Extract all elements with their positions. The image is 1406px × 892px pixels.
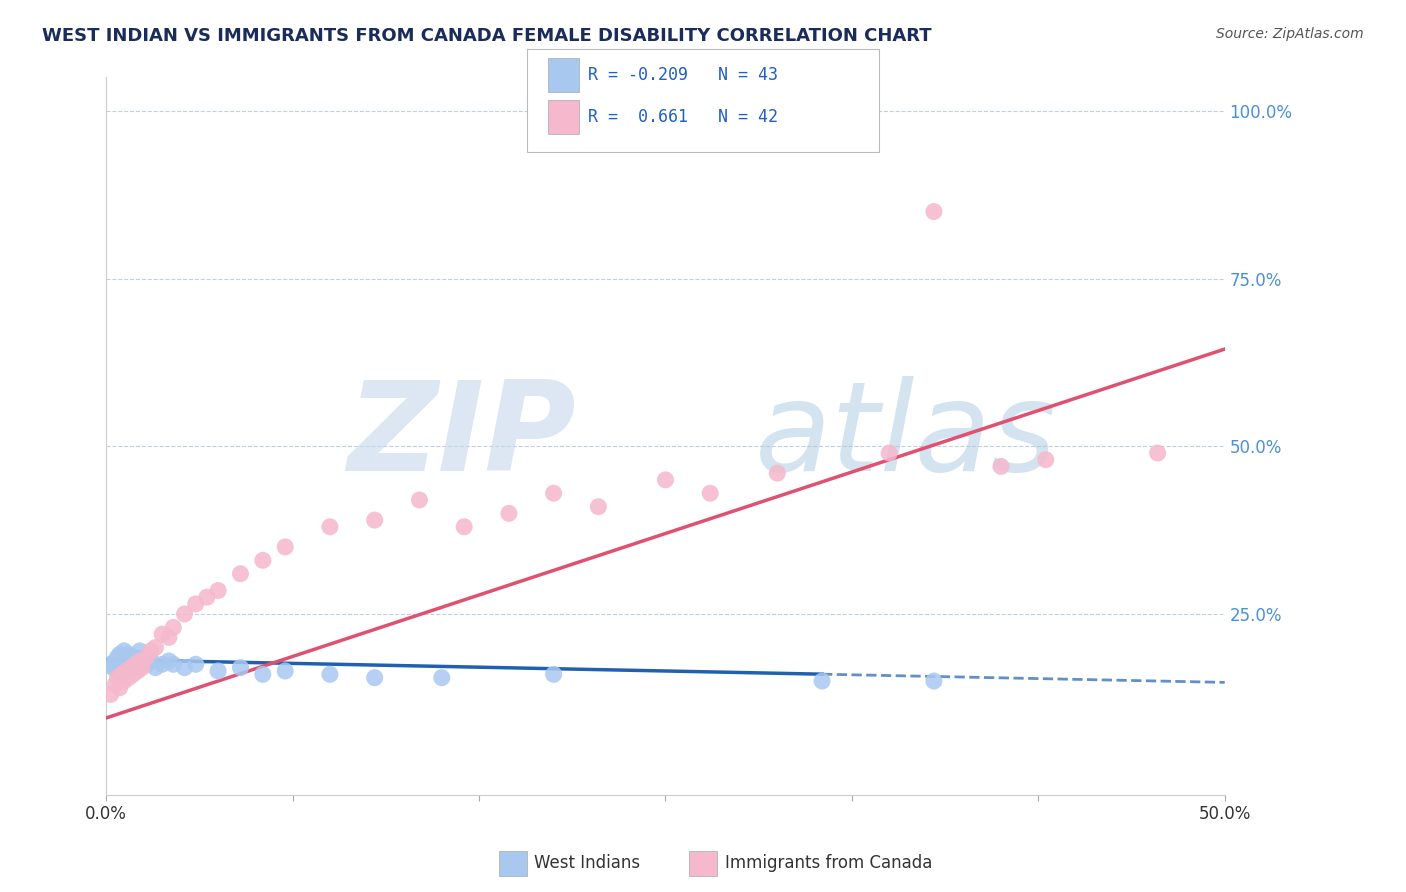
Point — [162, 620, 184, 634]
Point — [112, 660, 135, 674]
Point — [195, 591, 218, 605]
Text: Source: ZipAtlas.com: Source: ZipAtlas.com — [1216, 27, 1364, 41]
Point — [157, 654, 180, 668]
Point — [430, 671, 453, 685]
Point — [184, 597, 207, 611]
Point — [104, 654, 127, 668]
Point — [229, 660, 252, 674]
Point — [128, 657, 150, 672]
Point — [654, 473, 676, 487]
Point — [122, 667, 145, 681]
Point — [184, 657, 207, 672]
Point — [498, 507, 520, 521]
Point — [107, 650, 129, 665]
Point — [150, 627, 173, 641]
Point — [145, 640, 167, 655]
Point — [131, 660, 153, 674]
Point — [122, 657, 145, 672]
Point — [543, 486, 565, 500]
Text: ZIP: ZIP — [347, 376, 576, 497]
Point — [1035, 452, 1057, 467]
Point — [111, 650, 134, 665]
Text: WEST INDIAN VS IMMIGRANTS FROM CANADA FEMALE DISABILITY CORRELATION CHART: WEST INDIAN VS IMMIGRANTS FROM CANADA FE… — [42, 27, 932, 45]
Point — [139, 654, 162, 668]
Point — [173, 607, 195, 621]
Point — [229, 566, 252, 581]
Point — [115, 654, 138, 668]
Point — [877, 446, 900, 460]
Point — [111, 667, 134, 681]
Point — [127, 664, 149, 678]
Point — [111, 667, 134, 681]
Point — [112, 674, 135, 689]
Point — [108, 647, 131, 661]
Point — [363, 671, 385, 685]
Point — [150, 657, 173, 672]
Text: atlas: atlas — [755, 376, 1057, 497]
Point — [1146, 446, 1168, 460]
Point — [699, 486, 721, 500]
Point — [124, 650, 146, 665]
Point — [122, 654, 145, 668]
Point — [139, 644, 162, 658]
Point — [274, 664, 297, 678]
Point — [100, 657, 122, 672]
Point — [408, 492, 430, 507]
Point — [131, 654, 153, 668]
Point — [107, 671, 129, 685]
Point — [100, 688, 122, 702]
Point — [107, 664, 129, 678]
Point — [173, 660, 195, 674]
Point — [274, 540, 297, 554]
Point — [990, 459, 1012, 474]
Point — [127, 660, 149, 674]
Point — [922, 674, 945, 689]
Point — [766, 466, 789, 480]
Point — [108, 681, 131, 695]
Text: Immigrants from Canada: Immigrants from Canada — [725, 855, 932, 872]
Point — [319, 667, 342, 681]
Point — [207, 664, 229, 678]
Point — [124, 657, 146, 672]
Point — [207, 583, 229, 598]
Point — [363, 513, 385, 527]
Point — [117, 671, 139, 685]
Point — [115, 664, 138, 678]
Point — [453, 520, 475, 534]
Text: R =  0.661   N = 42: R = 0.661 N = 42 — [588, 108, 778, 126]
Point — [543, 667, 565, 681]
Text: R = -0.209   N = 43: R = -0.209 N = 43 — [588, 66, 778, 84]
Point — [115, 664, 138, 678]
Point — [117, 647, 139, 661]
Text: West Indians: West Indians — [534, 855, 640, 872]
Point — [120, 660, 142, 674]
Point — [101, 660, 124, 674]
Point — [120, 650, 142, 665]
Point — [922, 204, 945, 219]
Point — [319, 520, 342, 534]
Point — [252, 667, 274, 681]
Point — [128, 654, 150, 668]
Point — [117, 657, 139, 672]
Point — [120, 660, 142, 674]
Point — [135, 657, 157, 672]
Point — [135, 650, 157, 665]
Point — [134, 650, 156, 665]
Point — [811, 674, 834, 689]
Point — [104, 677, 127, 691]
Point — [108, 657, 131, 672]
Point — [252, 553, 274, 567]
Point — [112, 644, 135, 658]
Point — [588, 500, 610, 514]
Point — [157, 631, 180, 645]
Point — [145, 660, 167, 674]
Point — [128, 644, 150, 658]
Point — [162, 657, 184, 672]
